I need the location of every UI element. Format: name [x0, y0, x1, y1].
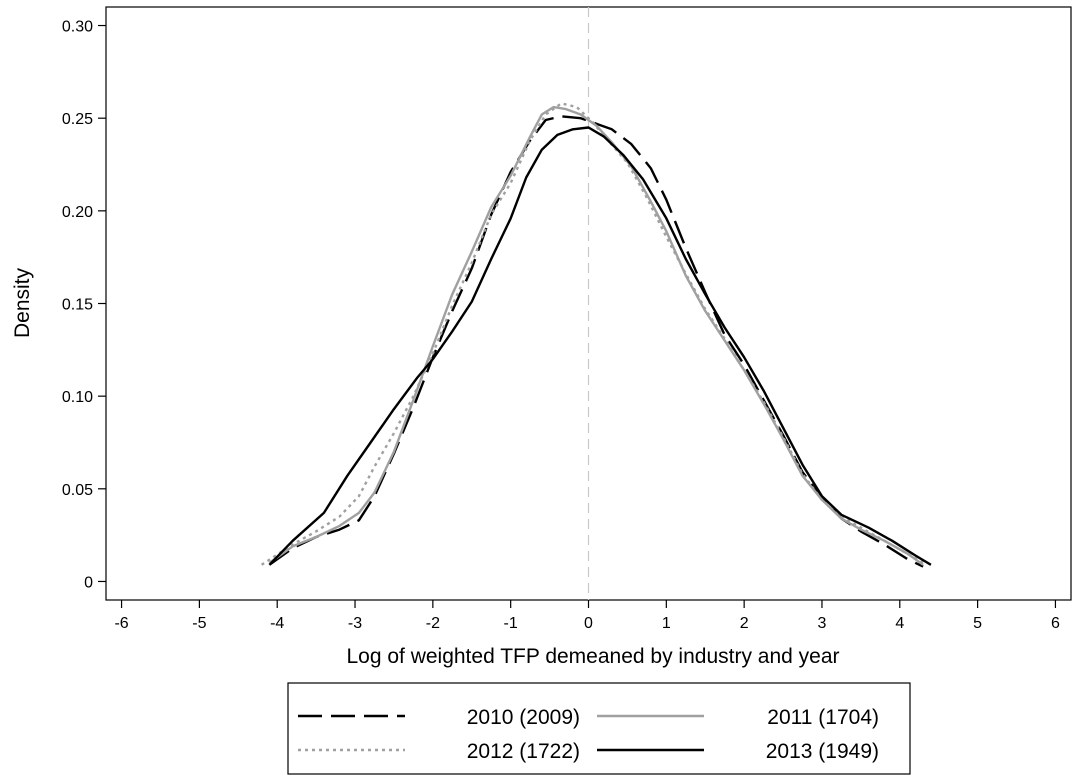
x-tick-label: 1: [662, 615, 671, 632]
y-tick-label: 0.20: [62, 204, 93, 221]
x-tick-label: 5: [973, 615, 982, 632]
y-tick-label: 0.25: [62, 111, 93, 128]
series-lines: [260, 102, 932, 568]
series-line-2011: [268, 105, 924, 566]
x-tick-label: 0: [584, 615, 593, 632]
legend-label-2013: 2013 (1949): [766, 740, 879, 763]
y-tick-label: 0.10: [62, 389, 93, 406]
legend-box: [287, 682, 911, 775]
x-tick-label: 3: [818, 615, 827, 632]
legend-label-2010: 2010 (2009): [467, 706, 580, 729]
x-axis-label: Log of weighted TFP demeaned by industry…: [346, 645, 839, 668]
series-line-2013: [268, 126, 932, 566]
x-tick-label: 2: [740, 615, 749, 632]
x-tick-label: -4: [270, 615, 284, 632]
y-axis-label: Density: [11, 267, 34, 338]
legend-label-2012: 2012 (1722): [467, 740, 580, 763]
x-tick-label: -6: [114, 615, 128, 632]
x-tick-label: -2: [426, 615, 440, 632]
legend: 2010 (2009) 2011 (1704) 2012 (1722) 2013 (1…: [287, 682, 911, 775]
x-tick-label: -1: [504, 615, 518, 632]
legend-label-2011: 2011 (1704): [767, 706, 879, 729]
x-tick-label: 6: [1051, 615, 1060, 632]
x-axis: -6 -5 -4 -3 -2 -1 0 1 2 3 4 5 6: [114, 600, 1060, 632]
y-axis: 0 0.05 0.10 0.15 0.20 0.25 0.30: [62, 19, 106, 591]
y-tick-label: 0.15: [62, 297, 93, 314]
series-line-2012: [260, 102, 924, 566]
x-tick-label: -5: [192, 615, 206, 632]
y-tick-label: 0: [84, 574, 93, 591]
x-tick-label: -3: [348, 615, 362, 632]
series-line-2010: [268, 115, 924, 568]
x-tick-label: 4: [895, 615, 904, 632]
y-tick-label: 0.30: [62, 19, 93, 36]
y-tick-label: 0.05: [62, 482, 93, 499]
